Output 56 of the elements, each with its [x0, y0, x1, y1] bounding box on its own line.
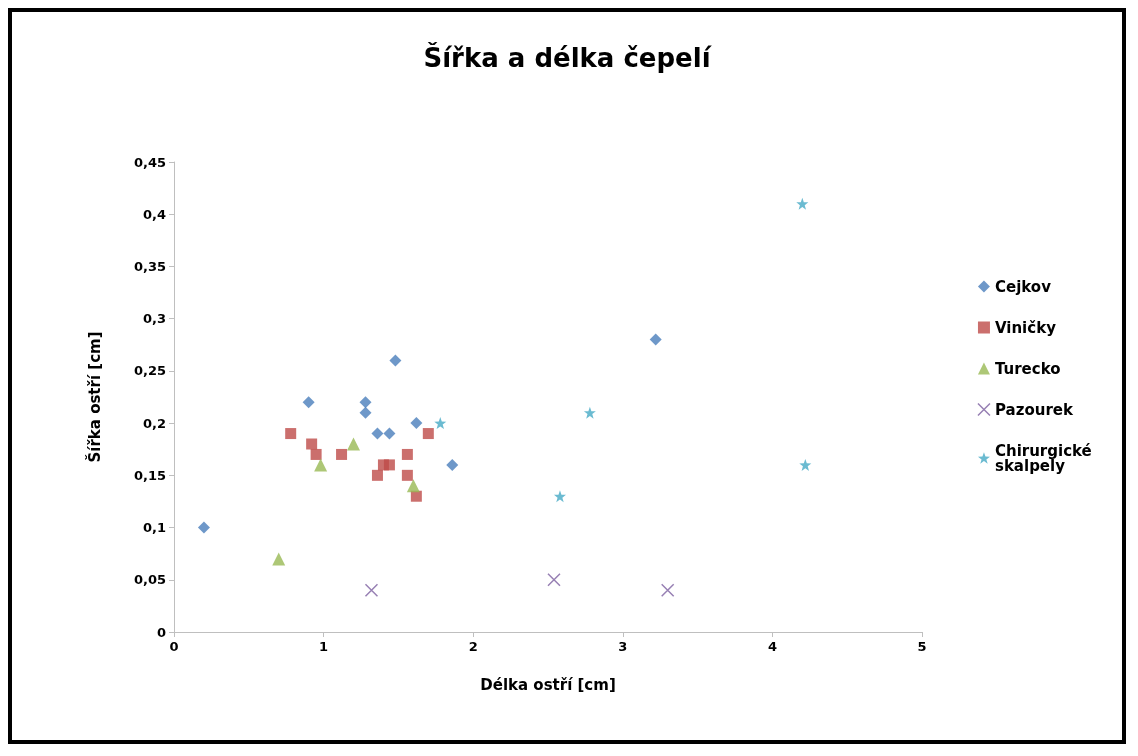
point — [583, 406, 596, 419]
point — [660, 583, 675, 597]
point — [553, 490, 566, 503]
point — [422, 428, 434, 440]
point — [383, 459, 395, 471]
y-tick-label: 0,25 — [133, 363, 166, 379]
y-tick-label: 0,35 — [133, 258, 166, 274]
legend-label: Chirurgické skalpely — [994, 441, 1098, 475]
point — [359, 396, 372, 409]
legend-label: Cejkov — [994, 277, 1052, 296]
y-tick-label: 0,45 — [133, 154, 166, 170]
legend-label: Viničky — [994, 318, 1057, 337]
chart-title: Šířka a délka čepelí — [423, 42, 713, 73]
point — [306, 438, 318, 450]
point — [310, 448, 322, 460]
point — [796, 197, 809, 210]
y-tick-label: 0,4 — [142, 206, 166, 222]
legend-label: Turecko — [994, 359, 1061, 378]
point — [434, 417, 447, 430]
x-tick-label: 5 — [917, 639, 927, 654]
x-tick-label: 3 — [618, 639, 628, 654]
point — [649, 333, 662, 346]
point — [446, 458, 459, 471]
point — [314, 458, 328, 472]
point — [547, 573, 561, 587]
legend-label: Pazourek — [994, 400, 1074, 419]
y-tick-label: 0,05 — [133, 572, 166, 588]
point — [371, 427, 384, 440]
y-axis-title: Šířka ostří [cm] — [84, 331, 104, 463]
point — [383, 427, 396, 440]
y-tick-label: 0,15 — [133, 467, 166, 483]
point — [272, 552, 286, 566]
x-tick-label: 1 — [319, 639, 329, 654]
x-tick-label: 4 — [767, 639, 777, 654]
point — [410, 490, 422, 502]
y-tick-label: 0,1 — [142, 520, 166, 536]
point — [302, 396, 315, 409]
point — [336, 448, 348, 460]
x-tick-label: 2 — [468, 639, 478, 654]
point — [359, 406, 372, 419]
point — [197, 521, 210, 534]
point — [799, 458, 812, 471]
point — [410, 417, 423, 430]
x-tick-label: 0 — [169, 639, 179, 654]
y-tick-label: 0,3 — [142, 311, 166, 327]
x-axis-title: Délka ostří [cm] — [480, 675, 616, 694]
point — [347, 437, 361, 451]
y-tick-label: 0,2 — [142, 415, 166, 431]
point — [285, 428, 297, 440]
point — [406, 479, 420, 493]
point — [389, 354, 402, 367]
point — [401, 469, 413, 481]
point — [401, 448, 413, 460]
point — [364, 583, 379, 597]
point — [371, 469, 383, 481]
y-tick-label: 0 — [156, 624, 166, 640]
